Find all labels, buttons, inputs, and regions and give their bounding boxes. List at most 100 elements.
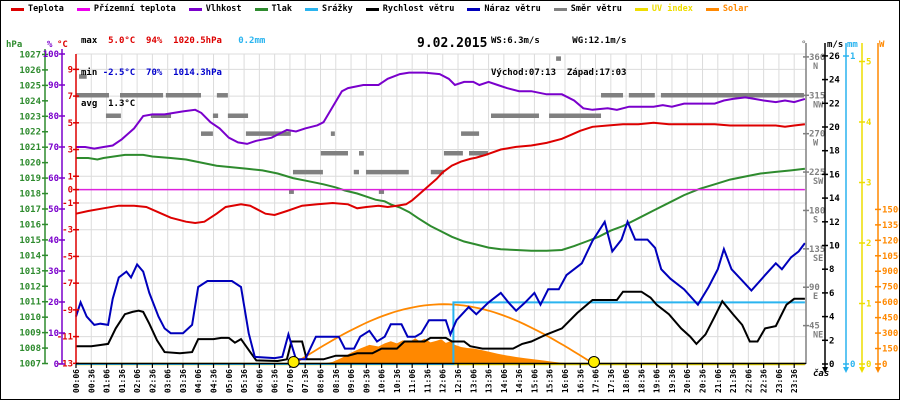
axis-header-ms: m/s xyxy=(827,40,844,50)
svg-text:90: 90 xyxy=(48,81,59,91)
svg-text:1007: 1007 xyxy=(19,360,41,370)
svg-text:315: 315 xyxy=(809,91,825,101)
svg-text:600: 600 xyxy=(882,298,898,308)
svg-text:7: 7 xyxy=(68,92,73,102)
svg-text:1011: 1011 xyxy=(19,298,41,308)
sunset-time: Západ:17:03 xyxy=(566,67,627,78)
legend-item-vlhkost: Vlhkost xyxy=(188,4,242,14)
legend-swatch xyxy=(305,7,319,11)
time-tick-label: 04:36 xyxy=(210,369,219,393)
min-humidity: 70% xyxy=(146,67,163,78)
time-tick-label: 03:06 xyxy=(164,369,173,393)
svg-text:0: 0 xyxy=(68,186,73,196)
legend-swatch xyxy=(188,7,202,11)
svg-text:W: W xyxy=(813,139,819,149)
svg-text:0: 0 xyxy=(882,360,887,370)
legend-swatch xyxy=(553,7,567,11)
time-tick-label: 17:06 xyxy=(592,369,601,393)
time-tick-label: 03:36 xyxy=(179,369,188,393)
time-tick-label: 08:36 xyxy=(332,369,341,393)
svg-text:1050: 1050 xyxy=(882,252,900,262)
svg-text:8: 8 xyxy=(829,265,834,275)
legend-label: Teplota xyxy=(28,4,64,14)
time-tick-label: 08:06 xyxy=(317,369,326,393)
time-tick-label: 11:06 xyxy=(408,369,417,393)
svg-text:26: 26 xyxy=(829,52,840,62)
svg-text:1: 1 xyxy=(866,300,871,310)
svg-text:1021: 1021 xyxy=(19,143,41,153)
legend-label: Přízemní teplota xyxy=(93,4,176,14)
time-tick-label: 01:06 xyxy=(103,369,112,393)
svg-text:1018: 1018 xyxy=(19,190,41,200)
svg-text:10: 10 xyxy=(829,241,840,251)
svg-text:5: 5 xyxy=(866,58,871,68)
min-pressure: 1014.3hPa xyxy=(173,67,222,78)
wind-gust-max: WG:12.1m/s xyxy=(572,36,627,46)
svg-text:180: 180 xyxy=(809,206,825,216)
time-tick-label: 21:36 xyxy=(729,369,738,393)
svg-text:225: 225 xyxy=(809,168,825,178)
svg-text:N: N xyxy=(813,62,818,72)
series-naraz-vetru xyxy=(75,219,806,361)
svg-text:360: 360 xyxy=(809,53,825,63)
time-tick-label: 10:36 xyxy=(393,369,402,393)
svg-text:1010: 1010 xyxy=(19,313,41,323)
svg-text:1026: 1026 xyxy=(19,66,41,76)
svg-text:270: 270 xyxy=(809,130,825,140)
axis-header-hpa: hPa xyxy=(6,40,23,50)
time-tick-label: 05:36 xyxy=(240,369,249,393)
legend-item-rychlost-v-tru: Rychlost větru xyxy=(365,4,454,14)
min-label: min xyxy=(81,67,98,78)
svg-text:100: 100 xyxy=(43,50,59,60)
svg-text:2: 2 xyxy=(866,239,871,249)
max-humidity: 94% xyxy=(146,36,163,46)
svg-text:1024: 1024 xyxy=(19,97,41,107)
legend-swatch xyxy=(365,7,379,11)
legend-swatch xyxy=(467,7,481,11)
time-tick-label: 07:06 xyxy=(286,369,295,393)
time-tick-label: 00:36 xyxy=(87,369,96,393)
time-tick-label: 20:06 xyxy=(683,369,692,393)
time-tick-label: 01:36 xyxy=(118,369,127,393)
legend-label: UV index xyxy=(651,4,693,14)
time-tick-label: 22:06 xyxy=(744,369,753,393)
legend-item-teplota: Teplota xyxy=(11,4,64,14)
legend-item-p-zemn-teplota: Přízemní teplota xyxy=(76,4,176,14)
time-tick-label: 02:06 xyxy=(133,369,142,393)
time-tick-label: 23:36 xyxy=(790,369,799,393)
time-tick-label: 04:06 xyxy=(194,369,203,393)
svg-text:10: 10 xyxy=(48,329,59,339)
legend-swatch xyxy=(254,7,268,11)
svg-text:1027: 1027 xyxy=(19,50,41,60)
legend-swatch xyxy=(705,7,719,11)
svg-text:2: 2 xyxy=(829,336,834,346)
time-tick-label: 06:06 xyxy=(255,369,264,393)
svg-text:NW: NW xyxy=(813,100,824,110)
time-axis-label: čas xyxy=(813,369,830,379)
time-tick-label: 17:36 xyxy=(607,369,616,393)
svg-text:150: 150 xyxy=(882,345,898,355)
svg-text:1016: 1016 xyxy=(19,220,41,230)
svg-text:S: S xyxy=(813,215,818,225)
svg-text:1: 1 xyxy=(68,172,73,182)
wind-stats-row: WS:6.3m/s WG:12.1m/s xyxy=(491,36,626,47)
legend-label: Solar xyxy=(722,4,749,14)
time-tick-label: 14:36 xyxy=(515,369,524,393)
svg-text:50: 50 xyxy=(48,205,59,215)
svg-text:80: 80 xyxy=(48,112,59,122)
svg-text:90: 90 xyxy=(809,283,820,293)
svg-text:70: 70 xyxy=(48,143,59,153)
precip-total: 0.2mm xyxy=(238,36,266,46)
svg-text:20: 20 xyxy=(829,123,840,133)
time-tick-label: 11:36 xyxy=(424,369,433,393)
svg-text:6: 6 xyxy=(829,289,834,299)
wind-sun-stats: WS:6.3m/s WG:12.1m/s Východ:07:13 Západ:… xyxy=(491,15,626,99)
avg-temp: 1.3°C xyxy=(108,99,136,109)
legend-label: Srážky xyxy=(322,4,353,14)
legend-item-tlak: Tlak xyxy=(254,4,292,14)
time-tick-label: 16:06 xyxy=(561,369,570,393)
svg-text:1019: 1019 xyxy=(19,174,41,184)
time-tick-label: 05:06 xyxy=(225,369,234,393)
svg-text:1200: 1200 xyxy=(882,236,900,246)
